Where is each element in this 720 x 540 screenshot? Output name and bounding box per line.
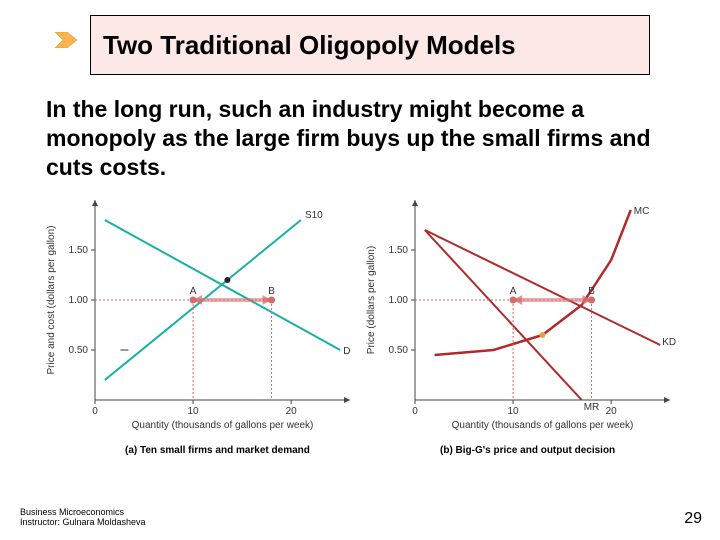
title-box: Two Traditional Oligopoly Models xyxy=(90,15,650,75)
svg-text:1.00: 1.00 xyxy=(389,295,409,306)
svg-text:1.50: 1.50 xyxy=(389,245,409,256)
svg-text:Price (dollars per gallon): Price (dollars per gallon) xyxy=(366,246,377,354)
chart-a: 0.50 1.00 1.50 0 10 20 Quantity (thousands of … xyxy=(40,190,360,440)
svg-text:Quantity (thousands of gallons: Quantity (thousands of gallons per week) xyxy=(132,420,314,431)
svg-text:A: A xyxy=(510,286,517,297)
svg-text:1.00: 1.00 xyxy=(69,295,89,306)
chart-b-caption: (b) Big-G's price and output decision xyxy=(440,445,615,456)
svg-text:D: D xyxy=(343,346,350,357)
svg-text:10: 10 xyxy=(188,406,200,417)
svg-text:Price and cost (dollars per ga: Price and cost (dollars per gallon) xyxy=(46,226,57,375)
footer-line2: Instructor: Gulnara Moldasheva xyxy=(20,518,146,528)
slide: { "title": "Two Traditional Oligopoly Mo… xyxy=(0,0,720,540)
svg-text:Quantity (thousands of gallons: Quantity (thousands of gallons per week) xyxy=(452,420,634,431)
slide-title: Two Traditional Oligopoly Models xyxy=(103,30,516,61)
svg-text:20: 20 xyxy=(606,406,618,417)
svg-text:10: 10 xyxy=(508,406,520,417)
svg-text:0: 0 xyxy=(412,406,418,417)
footer: Business Microeconomics Instructor: Guln… xyxy=(20,508,146,528)
svg-text:KD: KD xyxy=(662,337,676,348)
chart-a-caption: (a) Ten small firms and market demand xyxy=(125,445,310,456)
svg-text:MR: MR xyxy=(584,402,600,413)
svg-text:B: B xyxy=(268,286,275,297)
svg-text:A: A xyxy=(190,286,197,297)
charts-container: 0.50 1.00 1.50 0 10 20 Quantity (thousands of … xyxy=(40,190,680,470)
body-text: In the long run, such an industry might … xyxy=(46,95,676,181)
chart-b: 0.50 1.00 1.50 0 10 20 Quantity (thousands of … xyxy=(360,190,680,440)
svg-text:20: 20 xyxy=(286,406,298,417)
svg-text:0: 0 xyxy=(92,406,98,417)
svg-text:0.50: 0.50 xyxy=(69,345,89,356)
svg-text:0.50: 0.50 xyxy=(389,345,409,356)
svg-text:S10: S10 xyxy=(305,210,323,221)
svg-text:MC: MC xyxy=(634,206,650,217)
svg-text:1.50: 1.50 xyxy=(69,245,89,256)
page-number: 29 xyxy=(684,510,702,528)
svg-text:B: B xyxy=(588,286,595,297)
bullet-icon xyxy=(55,32,77,48)
